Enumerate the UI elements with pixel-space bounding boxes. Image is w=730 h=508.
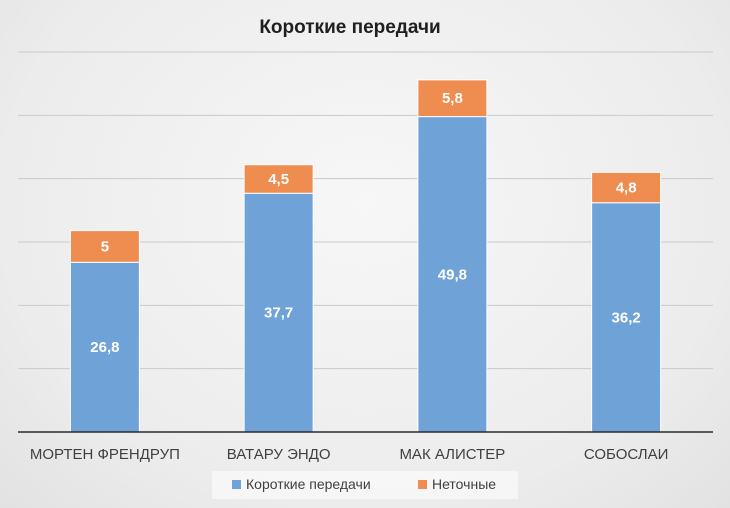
data-label: 49,8 — [438, 266, 467, 283]
bar-segment — [243, 192, 314, 433]
bar-segment — [417, 79, 488, 118]
category-axis: МОРТЕН ФРЕНДРУП ВАТАРУ ЭНДО МАК АЛИСТЕР СОБ… — [18, 431, 713, 463]
category-tick-label: МОРТЕН ФРЕНДРУП — [30, 446, 180, 463]
bars — [69, 79, 662, 433]
legend-swatch — [418, 480, 427, 489]
legend-box — [212, 471, 518, 499]
bar-segment — [591, 202, 662, 433]
data-label: 4,5 — [268, 171, 289, 188]
data-label: 5,8 — [442, 90, 463, 107]
data-label: 5 — [101, 238, 109, 255]
bar-segment — [591, 171, 662, 204]
legend-swatch — [232, 480, 241, 489]
legend-label: Неточные — [432, 476, 496, 492]
bar-segment — [243, 164, 314, 194]
data-label: 37,7 — [264, 305, 293, 322]
legend-label: Короткие передачи — [246, 476, 371, 492]
legend: Короткие передачи Неточные — [212, 471, 518, 499]
bar-segment — [417, 116, 488, 433]
bar-segment — [69, 230, 140, 263]
category-tick-label: ВАТАРУ ЭНДО — [227, 446, 331, 463]
chart-title: Короткие передачи — [259, 17, 440, 38]
data-label: 4,8 — [616, 180, 637, 197]
category-tick-label: МАК АЛИСТЕР — [399, 446, 505, 463]
data-labels: 26,8 5 37,7 4,5 49,8 5,8 36,2 4,8 — [90, 90, 640, 356]
category-tick-label: СОБОСЛАИ — [584, 446, 668, 463]
data-label: 36,2 — [612, 309, 641, 326]
data-label: 26,8 — [90, 339, 119, 356]
